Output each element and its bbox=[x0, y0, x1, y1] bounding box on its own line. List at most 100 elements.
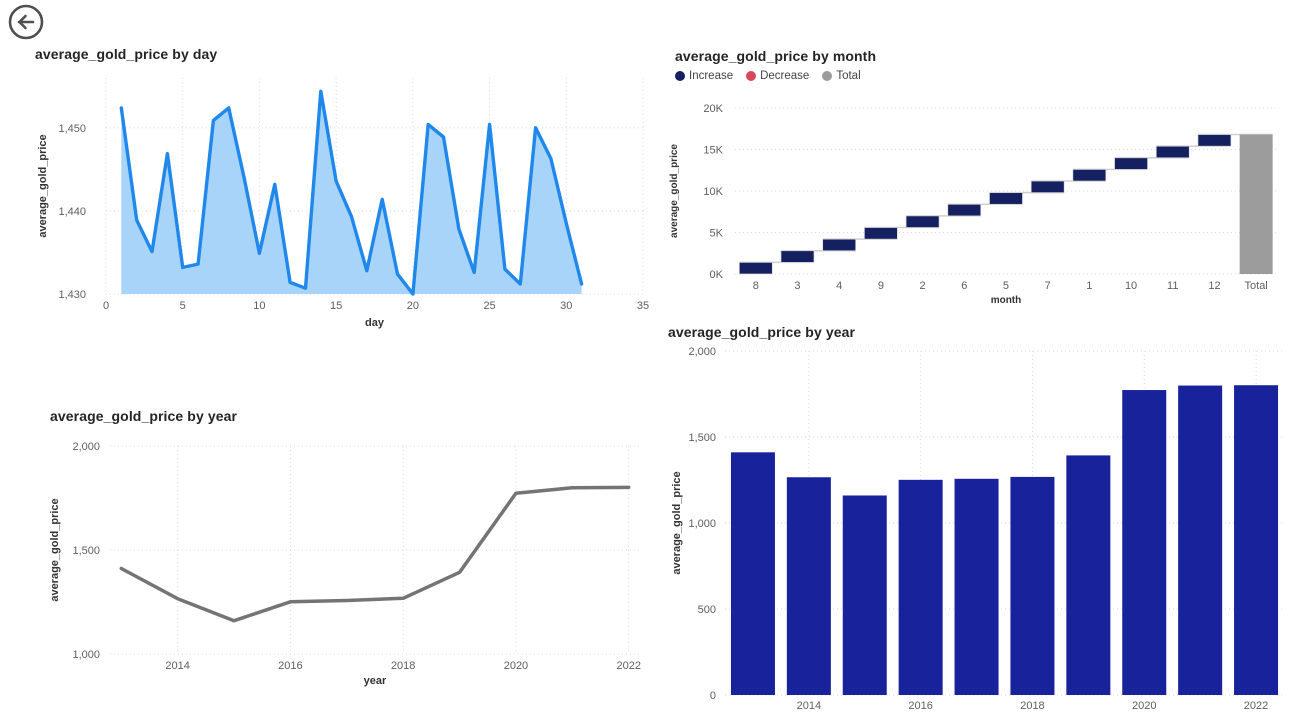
legend-increase-dot bbox=[675, 71, 685, 81]
y-tick-label: 1,500 bbox=[688, 432, 716, 444]
x-tick-label: 1 bbox=[1086, 280, 1092, 292]
waterfall-bar-total[interactable] bbox=[1239, 134, 1273, 274]
bar-2017[interactable] bbox=[954, 478, 999, 695]
y-tick-label: 1,430 bbox=[58, 289, 86, 301]
year-bar-chart-plot[interactable]: 2014 2016 2018 2020 2022 0 500 1,000 1,500 2,000 y… bbox=[660, 342, 1300, 723]
legend-item-decrease[interactable]: Decrease bbox=[746, 70, 809, 82]
x-tick-label: 5 bbox=[180, 300, 186, 312]
waterfall-bar-10[interactable] bbox=[1114, 157, 1148, 170]
arrow-left-circle-icon bbox=[8, 4, 44, 40]
x-tick-label: 2 bbox=[920, 280, 926, 292]
chart-panel-year-line: average_gold_price by year 2014 2016 2018 2… bbox=[30, 406, 662, 696]
legend-decrease-dot bbox=[746, 71, 757, 81]
waterfall-legend: Increase Decrease Total bbox=[675, 70, 1300, 82]
chart-title: average_gold_price by day bbox=[35, 46, 218, 62]
x-tick-label: 2014 bbox=[797, 700, 821, 712]
bar-2018[interactable] bbox=[1010, 476, 1055, 695]
legend-item-total[interactable]: Total bbox=[822, 70, 861, 82]
bar-2014[interactable] bbox=[786, 477, 831, 695]
legend-item-increase[interactable]: Increase bbox=[675, 70, 733, 82]
x-tick-label: 10 bbox=[1125, 280, 1137, 292]
x-tick-label: 5 bbox=[1003, 280, 1009, 292]
waterfall-bar-11[interactable] bbox=[1155, 145, 1190, 159]
bar-2016[interactable] bbox=[898, 479, 943, 695]
x-tick-label: 4 bbox=[836, 280, 842, 292]
y-axis-title: average_gold_price bbox=[671, 471, 683, 574]
waterfall-bar-2[interactable] bbox=[905, 215, 940, 228]
bar-2015[interactable] bbox=[842, 495, 887, 695]
x-tick-label: 2022 bbox=[616, 660, 640, 672]
bar-2022[interactable] bbox=[1234, 385, 1279, 695]
waterfall-bar-6[interactable] bbox=[947, 203, 982, 217]
x-tick-label: 11 bbox=[1167, 280, 1178, 292]
area-series-fill[interactable] bbox=[121, 91, 582, 294]
x-tick-label: 2020 bbox=[504, 660, 528, 672]
x-tick-label: 2022 bbox=[1244, 700, 1268, 712]
x-tick-label: 35 bbox=[637, 300, 649, 312]
x-tick-label: Total bbox=[1245, 280, 1268, 292]
x-tick-label: 8 bbox=[753, 280, 759, 292]
waterfall-bar-7[interactable] bbox=[1030, 180, 1065, 194]
x-tick-label: 30 bbox=[560, 300, 572, 312]
x-tick-label: 9 bbox=[878, 280, 884, 292]
legend-label: Decrease bbox=[760, 70, 810, 82]
x-tick-label: 2018 bbox=[391, 660, 415, 672]
x-tick-label: 0 bbox=[103, 300, 109, 312]
waterfall-bar-3[interactable] bbox=[780, 250, 815, 263]
y-tick-label: 20K bbox=[703, 103, 723, 115]
waterfall-bar-8[interactable] bbox=[738, 262, 773, 275]
x-tick-label: 6 bbox=[961, 280, 967, 292]
line-series[interactable] bbox=[119, 485, 631, 623]
chart-title: average_gold_price by year bbox=[50, 408, 238, 424]
y-tick-label: 500 bbox=[698, 604, 716, 616]
x-tick-label: 25 bbox=[483, 300, 495, 312]
x-axis-title: day bbox=[365, 317, 385, 329]
waterfall-bar-9[interactable] bbox=[864, 227, 898, 240]
chart-panel-year-bar: average_gold_price by year 2014 2016 2018 2… bbox=[660, 320, 1300, 723]
bar-2013[interactable] bbox=[730, 452, 775, 695]
x-tick-label: 15 bbox=[330, 300, 342, 312]
bar-2021[interactable] bbox=[1178, 385, 1223, 695]
waterfall-bar-12[interactable] bbox=[1197, 134, 1232, 147]
chart-title: average_gold_price by month bbox=[675, 48, 877, 64]
x-tick-label: 2020 bbox=[1132, 700, 1156, 712]
chart-panel-month-waterfall: average_gold_price by month Increase Dec… bbox=[663, 46, 1300, 318]
y-tick-label: 1,450 bbox=[58, 123, 86, 135]
waterfall-bar-4[interactable] bbox=[822, 238, 857, 252]
x-tick-label: 12 bbox=[1208, 280, 1220, 292]
y-tick-label: 5K bbox=[710, 228, 724, 240]
back-button[interactable] bbox=[4, 2, 48, 46]
month-waterfall-chart-plot[interactable]: 8 3 4 9 2 6 5 7 1 10 11 12 Total 0K 5K 10K 15K 20K month av… bbox=[663, 90, 1300, 310]
waterfall-bar-5[interactable] bbox=[989, 192, 1023, 205]
y-tick-label: 1,000 bbox=[72, 649, 100, 661]
y-tick-label: 10K bbox=[703, 186, 723, 198]
x-axis-title: year bbox=[993, 717, 1016, 719]
legend-label: Total bbox=[836, 70, 861, 82]
bar-2020[interactable] bbox=[1122, 390, 1167, 695]
y-tick-label: 0K bbox=[710, 269, 724, 281]
y-tick-label: 1,440 bbox=[58, 206, 86, 218]
y-axis-title: average_gold_price bbox=[49, 498, 61, 601]
year-line-chart-plot[interactable]: 2014 2016 2018 2020 2022 1,000 1,500 2,000 year a… bbox=[30, 428, 662, 690]
x-tick-label: 2016 bbox=[278, 660, 302, 672]
x-tick-label: 2018 bbox=[1020, 700, 1044, 712]
y-tick-label: 0 bbox=[710, 690, 716, 702]
x-tick-label: 20 bbox=[407, 300, 419, 312]
waterfall-bar-1[interactable] bbox=[1072, 169, 1107, 182]
day-area-chart-plot[interactable]: 0 5 10 15 20 25 30 35 1,430 1,440 1,450 day average_… bbox=[30, 68, 655, 332]
x-tick-label: 2014 bbox=[165, 660, 189, 672]
x-tick-label: 10 bbox=[253, 300, 265, 312]
x-axis-title: year bbox=[364, 675, 387, 687]
legend-total-dot bbox=[822, 71, 833, 81]
x-tick-label: 2016 bbox=[908, 700, 932, 712]
legend-label: Increase bbox=[689, 70, 734, 82]
y-tick-label: 15K bbox=[703, 145, 723, 157]
x-tick-label: 7 bbox=[1045, 280, 1051, 292]
y-axis-title: average_gold_price bbox=[37, 134, 49, 237]
y-tick-label: 1,000 bbox=[688, 518, 716, 530]
bar-2019[interactable] bbox=[1066, 455, 1111, 695]
chart-title: average_gold_price by year bbox=[668, 324, 856, 340]
x-tick-label: 3 bbox=[794, 280, 800, 292]
area-series-line[interactable] bbox=[119, 89, 584, 296]
